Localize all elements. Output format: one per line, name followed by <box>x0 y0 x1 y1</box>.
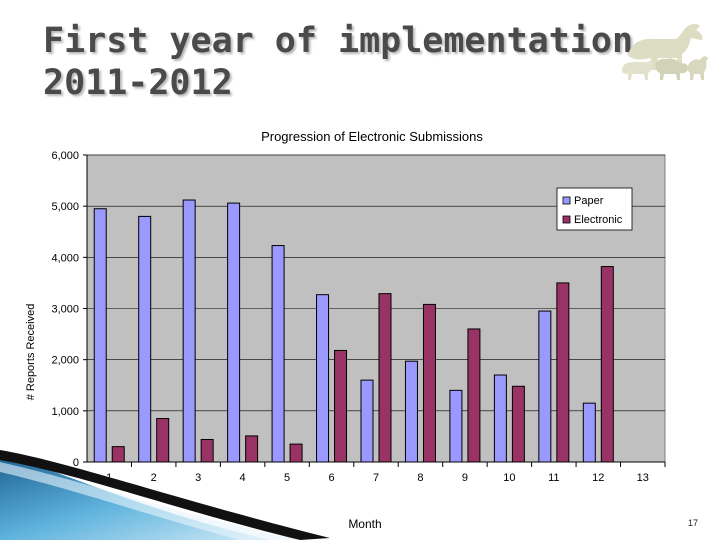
bar-paper <box>227 202 241 463</box>
x-tick-label: 13 <box>637 472 649 484</box>
x-tick-label: 2 <box>151 472 157 484</box>
y-axis-label: # Reports Received <box>25 304 37 401</box>
bar-paper <box>93 208 107 463</box>
x-tick-label: 10 <box>503 472 515 484</box>
y-tick-label: 1,000 <box>51 406 79 418</box>
legend-swatch <box>562 215 571 224</box>
sheep-silhouette <box>655 58 688 80</box>
bar-electronic <box>600 266 614 463</box>
bar-electronic <box>245 435 259 463</box>
x-tick-label: 4 <box>240 472 246 484</box>
y-axis: 0 1,000 2,000 3,000 4,000 5,000 6,000 <box>51 150 88 469</box>
bar-paper <box>182 199 196 463</box>
y-tick-label: 0 <box>73 457 79 469</box>
bar-paper <box>404 360 418 463</box>
x-tick-label: 7 <box>373 472 379 484</box>
y-tick-label: 4,000 <box>51 252 79 264</box>
bars <box>93 199 614 463</box>
decorative-swoosh <box>0 450 330 540</box>
bar-electronic <box>156 418 170 463</box>
y-tick-label: 3,000 <box>51 304 79 316</box>
bar-paper <box>138 215 152 463</box>
slide-title-line-1: First year of implementation <box>43 21 634 61</box>
bar-paper <box>360 379 374 463</box>
bar-electronic <box>467 328 481 463</box>
swoosh-light-band <box>0 462 300 540</box>
x-tick-label: 8 <box>417 472 423 484</box>
bar-paper <box>316 294 330 463</box>
x-axis-label: Month <box>348 517 381 531</box>
x-tick-label: 12 <box>592 472 604 484</box>
slide-title: First year of implementation 2011-2012 <box>43 20 634 104</box>
x-tick-label: 6 <box>328 472 334 484</box>
bar-electronic <box>334 349 348 463</box>
bar-electronic <box>511 385 525 463</box>
bar-electronic <box>289 443 303 463</box>
swoosh-blue-band <box>0 454 270 540</box>
legend-label: Electronic <box>574 214 623 226</box>
goat-silhouette <box>687 56 708 80</box>
bar-paper <box>582 402 596 463</box>
bar-electronic <box>111 446 125 463</box>
bar-paper <box>493 374 507 463</box>
y-tick-label: 6,000 <box>51 150 79 162</box>
y-tick-label: 5,000 <box>51 201 79 213</box>
x-tick-label: 11 <box>548 472 559 484</box>
legend: Paper Electronic <box>556 187 633 231</box>
bar-chart: Progression of Electronic Submissions 0 1… <box>25 129 666 531</box>
swoosh-black-stroke <box>0 450 330 540</box>
bar-paper <box>271 245 285 463</box>
x-tick-label: 3 <box>195 472 201 484</box>
bar-electronic <box>200 438 214 463</box>
bar-paper <box>538 310 552 463</box>
bar-electronic <box>556 282 570 463</box>
page-number: 17 <box>688 518 699 528</box>
cow-silhouette <box>622 60 654 80</box>
bar-electronic <box>378 293 392 463</box>
horse-silhouette <box>628 23 703 71</box>
farm-animals-logo-icon <box>622 23 708 80</box>
x-tick-label: 9 <box>462 472 468 484</box>
legend-swatch <box>562 196 571 205</box>
legend-label: Paper <box>574 195 604 207</box>
bar-paper <box>449 389 463 463</box>
bar-electronic <box>422 303 436 463</box>
x-tick-label: 5 <box>284 472 290 484</box>
y-tick-label: 2,000 <box>51 355 79 367</box>
chart-title: Progression of Electronic Submissions <box>261 129 483 144</box>
slide-title-line-2: 2011-2012 <box>43 63 233 103</box>
